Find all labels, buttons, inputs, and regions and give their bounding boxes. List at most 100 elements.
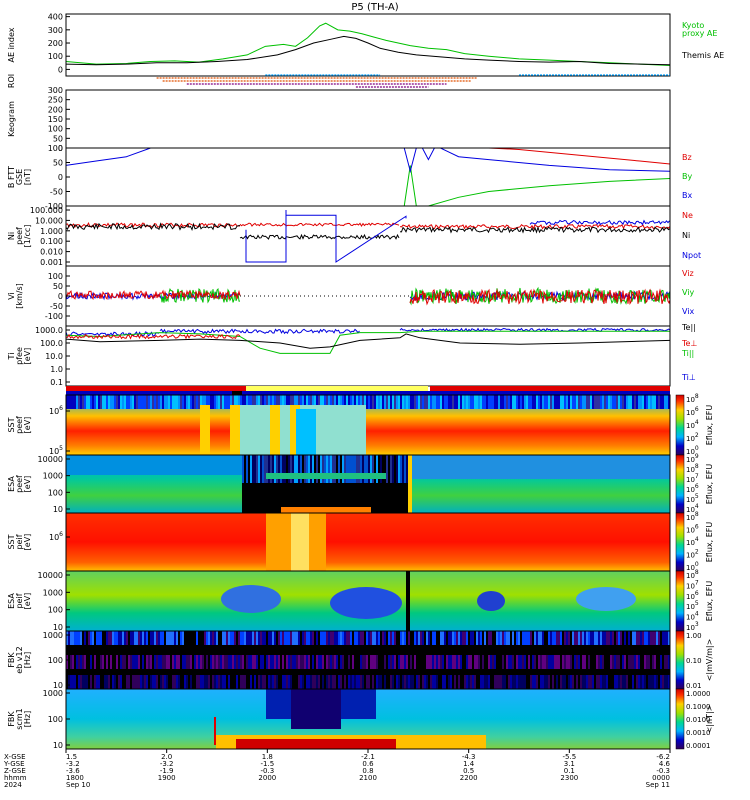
sst-e-top <box>462 395 464 409</box>
fbk-e-top <box>360 631 362 645</box>
fbk-e-low <box>664 675 666 689</box>
fbk_b-ylabel: [Hz] <box>23 711 32 727</box>
fbk-e-mid <box>444 655 446 669</box>
fbk-e-low <box>616 675 618 689</box>
sst-e-top <box>314 395 316 409</box>
density-ni <box>399 225 671 234</box>
fbk-e-top <box>106 631 108 645</box>
fbk-e-mid <box>406 655 408 669</box>
sst-e-top <box>70 395 72 409</box>
fbk-e-mid <box>242 655 244 669</box>
sst-e-top <box>214 395 216 409</box>
fbk-e-mid <box>488 655 490 669</box>
fbk-e-low <box>168 675 170 689</box>
fbk-e-low <box>490 675 492 689</box>
sst-e-top <box>474 395 476 409</box>
esa_e-ylabel: peef <box>15 475 24 493</box>
fbk-e-top <box>176 631 178 645</box>
velocity-tick-label: -100 <box>45 312 63 321</box>
fbk-e-low <box>240 675 242 689</box>
sst-e-top <box>332 395 334 409</box>
fbk-e-top <box>192 631 194 645</box>
fbk-e-mid <box>496 655 498 669</box>
fbk-e-low <box>654 675 656 689</box>
fbk-e-mid <box>566 655 568 669</box>
sst-e-top <box>150 395 152 409</box>
fbk-e-low <box>156 675 158 689</box>
esa-e-noise <box>264 455 266 483</box>
esa_i-ylabel: [eV] <box>23 593 32 610</box>
fbk-e-top <box>650 631 652 645</box>
fbk-e-mid <box>338 655 340 669</box>
sst-e-top <box>320 395 322 409</box>
fbk-e-mid <box>370 655 372 669</box>
fbk-e-top <box>548 631 550 645</box>
fbk-e-mid <box>188 655 190 669</box>
sst-e-top <box>256 395 258 409</box>
fbk-e-mid <box>200 655 202 669</box>
esa-e-noise <box>248 455 250 483</box>
density-ne <box>239 222 400 227</box>
esa-e-noise <box>268 455 270 483</box>
sst-e-top <box>236 395 238 409</box>
fbk-e-mid <box>508 655 510 669</box>
fbk-e-low <box>100 675 102 689</box>
fbk-e-top <box>230 631 232 645</box>
fbk-e-top <box>390 631 392 645</box>
fbk-e-low <box>296 675 298 689</box>
fbk-e-low <box>346 675 348 689</box>
fbk-e-top <box>450 631 452 645</box>
fbk-e-mid <box>410 655 412 669</box>
fbk-e-top <box>458 631 460 645</box>
sst-e-top <box>196 395 198 409</box>
fbk-e-top <box>70 631 72 645</box>
fbk-e-top <box>380 631 382 645</box>
sst-e-top <box>366 395 368 409</box>
fbk-e-mid <box>424 655 426 669</box>
fbk-e-top <box>104 631 106 645</box>
fbk_b-cbar-label: <|nT|> <box>705 705 714 734</box>
fbk_b-cbar-tick: 0.0100 <box>686 716 711 724</box>
fbk-e-top <box>476 631 478 645</box>
fbk-e-low <box>262 675 264 689</box>
fbk_b-cbar-tick: 1.0000 <box>686 690 711 698</box>
fbk-e-low <box>660 675 662 689</box>
fbk-e-mid <box>400 655 402 669</box>
esa-e-noise <box>250 455 252 483</box>
fbk-e-low <box>304 675 306 689</box>
fbk-e-low <box>342 675 344 689</box>
sst-e-top <box>648 395 650 409</box>
fbk-e-top <box>300 631 302 645</box>
fbk-e-low <box>302 675 304 689</box>
sst-e-top <box>104 395 106 409</box>
sst-e-top <box>666 395 668 409</box>
fbk-e-mid <box>138 655 140 669</box>
fbk-e-low <box>150 675 152 689</box>
esa-i-tick-label: 1000 <box>43 588 63 597</box>
fbk-e-mid <box>464 655 466 669</box>
esa-e-noise <box>312 455 314 483</box>
temperature-tick-label: 0.1 <box>50 378 63 387</box>
esa-e-noise <box>364 455 366 483</box>
fbk-e-low <box>112 675 114 689</box>
fbk-e-mid <box>436 655 438 669</box>
esa-e-noise <box>302 455 304 483</box>
sst-e-top <box>514 395 516 409</box>
legend-ni: Ni <box>682 231 690 240</box>
fbk-e-mid <box>286 655 288 669</box>
fbk-e-low <box>86 675 88 689</box>
fbk-e-top <box>564 631 566 645</box>
fbk-e-mid <box>516 655 518 669</box>
fbk-e-top <box>184 631 186 645</box>
fbk-e-mid <box>558 655 560 669</box>
esa-i-blob <box>221 585 281 613</box>
fbk-e-low <box>96 675 98 689</box>
fbk-e-low <box>284 675 286 689</box>
fbk-e-mid <box>396 655 398 669</box>
esa-i-blob <box>576 587 636 611</box>
fbk-e-mid <box>492 655 494 669</box>
sst_i-cbar-tick: 100 <box>686 561 699 572</box>
fbk-e-mid <box>528 655 530 669</box>
sst-e-top <box>652 395 654 409</box>
esa-e-noise <box>322 455 324 483</box>
